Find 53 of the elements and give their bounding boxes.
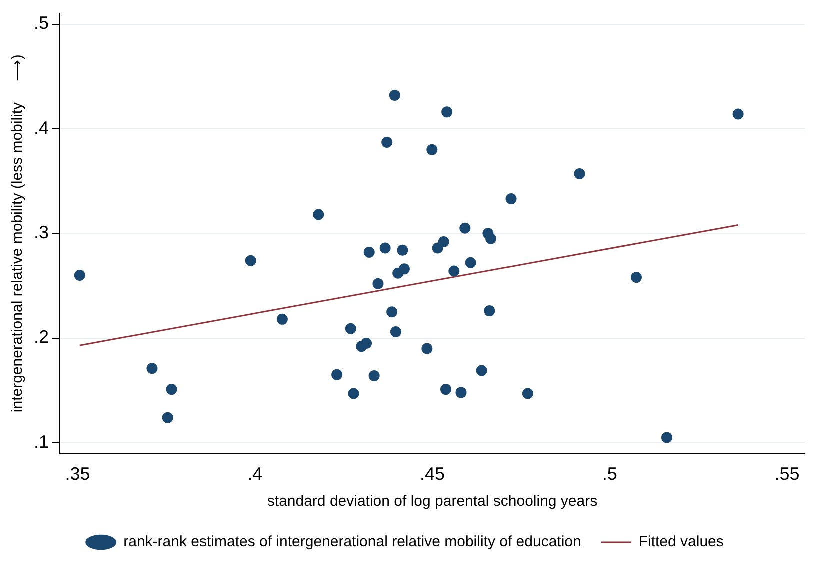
point — [522, 388, 534, 400]
point — [574, 168, 586, 180]
point — [368, 370, 380, 382]
y-axis-title: intergenerational relative mobility (less mobility ⟶) — [9, 54, 26, 413]
point — [276, 314, 288, 325]
point — [372, 278, 384, 290]
point — [166, 384, 178, 396]
y-tick-label: .2 — [34, 327, 50, 348]
y-tick-label: .1 — [34, 432, 50, 452]
point — [662, 432, 672, 444]
point — [380, 242, 391, 254]
legend-label: Fitted values — [638, 534, 724, 551]
point — [364, 246, 375, 258]
x-tick-label: .45 — [420, 464, 446, 484]
point — [438, 236, 450, 248]
point — [486, 233, 497, 244]
point — [361, 338, 372, 349]
y-tick-label: .4 — [34, 118, 50, 138]
point — [448, 266, 460, 277]
x-tick-label: .5 — [602, 464, 618, 484]
point — [465, 257, 476, 268]
point — [382, 137, 393, 148]
point — [460, 222, 471, 234]
point — [476, 365, 488, 376]
point — [313, 209, 324, 220]
point — [389, 90, 400, 101]
point — [74, 270, 86, 281]
point — [348, 388, 360, 400]
x-tick-label: .4 — [248, 464, 263, 484]
point — [146, 363, 158, 374]
point — [422, 343, 433, 354]
point — [398, 264, 410, 275]
point — [484, 306, 496, 317]
point — [732, 108, 744, 120]
legend-label: rank-rank estimates of intergenerational relative mobility of education — [124, 534, 582, 551]
point — [245, 255, 256, 266]
point — [506, 194, 517, 205]
x-axis-title: standard deviation of log parental schooling years — [267, 493, 598, 510]
point — [442, 106, 453, 118]
y-tick-label: .5 — [34, 13, 50, 34]
point — [397, 244, 408, 256]
point — [456, 387, 467, 398]
y-tick-label: .3 — [34, 222, 50, 243]
point — [440, 384, 452, 396]
x-tick-label: .55 — [774, 464, 800, 484]
point — [426, 144, 438, 156]
point — [630, 272, 642, 284]
point — [386, 306, 398, 318]
point — [345, 323, 356, 334]
point — [390, 326, 402, 338]
x-tick-label: .35 — [65, 464, 90, 484]
point — [332, 369, 343, 380]
point — [162, 412, 174, 424]
